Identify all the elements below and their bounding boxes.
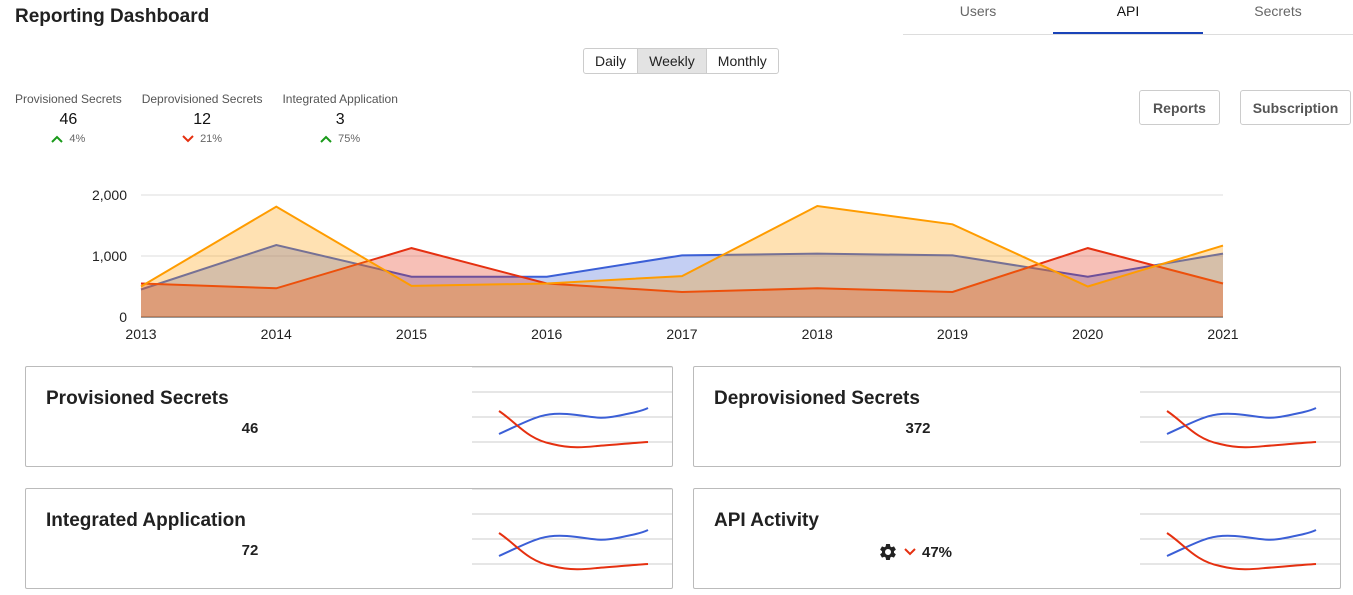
stat-change: 21% (142, 133, 263, 145)
tab-users[interactable]: Users (959, 3, 997, 19)
card-title: API Activity (714, 510, 819, 531)
card-title: Integrated Application (46, 510, 246, 531)
series-line-2 (140, 204, 1224, 288)
chevron-up-icon (51, 135, 64, 143)
period-toggle: Daily Weekly Monthly (583, 48, 779, 74)
y-tick-label: 0 (119, 309, 127, 325)
stat-change: 75% (282, 133, 397, 145)
card-value: 372 (905, 420, 931, 437)
tab-api[interactable]: API (1053, 0, 1203, 34)
api-activity-card[interactable]: API Activity 47% (693, 488, 1341, 589)
sparkline-blue-line (1166, 529, 1317, 557)
stat-integrated-application: Integrated Application 3 75% (282, 92, 397, 145)
api-activity-percent: 47% (922, 543, 953, 561)
page-title: Reporting Dashboard (15, 6, 210, 27)
stat-deprovisioned-secrets: Deprovisioned Secrets 12 21% (142, 92, 263, 145)
sparkline-red-line (498, 532, 649, 571)
card-value: 72 (241, 542, 259, 559)
x-tick-label: 2020 (1072, 326, 1103, 342)
provisioned-secrets-card[interactable]: Provisioned Secrets 46 (25, 366, 673, 467)
x-tick-label: 2015 (396, 326, 427, 342)
series-area-0 (141, 245, 1223, 317)
period-weekly-button[interactable]: Weekly (638, 49, 707, 73)
y-tick-label: 1,000 (92, 248, 127, 264)
stat-change: 4% (15, 133, 122, 145)
integrated-application-card[interactable]: Integrated Application 72 (25, 488, 673, 589)
stat-value: 12 (193, 111, 211, 128)
subscription-button[interactable]: Subscription (1240, 90, 1351, 125)
summary-stats: Provisioned Secrets 46 4% Deprovisioned … (15, 92, 418, 145)
api-activity-value: 47% (878, 542, 952, 562)
period-daily-button[interactable]: Daily (584, 49, 639, 73)
stat-value: 46 (59, 111, 78, 128)
series-line-0 (140, 243, 1224, 291)
x-tick-label: 2021 (1207, 326, 1238, 342)
sparkline-blue-line (498, 529, 649, 557)
x-tick-label: 2016 (531, 326, 562, 342)
series-area-2 (141, 206, 1223, 317)
stat-label: Deprovisioned Secrets (141, 92, 263, 106)
tab-secrets[interactable]: Secrets (1254, 3, 1302, 19)
x-tick-label: 2017 (666, 326, 697, 342)
card-title: Deprovisioned Secrets (714, 388, 920, 409)
stat-label: Integrated Application (282, 92, 398, 106)
sparkline-red-line (1166, 410, 1317, 449)
stat-provisioned-secrets: Provisioned Secrets 46 4% (15, 92, 122, 145)
sparkline-blue-line (1166, 407, 1317, 435)
deprovisioned-secrets-card[interactable]: Deprovisioned Secrets 372 (693, 366, 1341, 467)
series-area-1 (141, 248, 1223, 317)
sparkline-chart (1140, 367, 1340, 449)
gear-icon (880, 543, 896, 560)
stat-change-value: 75% (338, 133, 361, 145)
chevron-down-icon (182, 135, 194, 143)
x-tick-label: 2018 (802, 326, 833, 342)
card-title: Provisioned Secrets (46, 388, 229, 409)
tab-bar: Users API Secrets (903, 0, 1353, 35)
stat-value: 3 (335, 111, 345, 128)
x-tick-label: 2013 (125, 326, 156, 342)
sparkline-red-line (498, 410, 649, 449)
chevron-up-icon (320, 135, 332, 143)
activity-area-chart: 0 1,000 2,000 2013 2014 2015 2016 2017 2018 2019 2… (92, 187, 1239, 342)
x-tick-label: 2014 (261, 326, 292, 342)
sparkline-chart (472, 489, 672, 571)
series-line-1 (140, 247, 1224, 294)
sparkline-blue-line (498, 407, 649, 435)
sparkline-chart (472, 367, 672, 449)
sparkline-red-line (1166, 532, 1317, 571)
reports-button[interactable]: Reports (1139, 90, 1220, 125)
chevron-down-icon (904, 548, 916, 556)
stat-change-value: 4% (69, 133, 86, 145)
x-tick-label: 2019 (937, 326, 968, 342)
y-tick-label: 2,000 (92, 187, 127, 203)
stat-label: Provisioned Secrets (15, 92, 122, 106)
card-value: 46 (241, 420, 259, 437)
stat-change-value: 21% (200, 133, 223, 145)
sparkline-chart (1140, 489, 1340, 571)
period-monthly-button[interactable]: Monthly (717, 53, 767, 69)
